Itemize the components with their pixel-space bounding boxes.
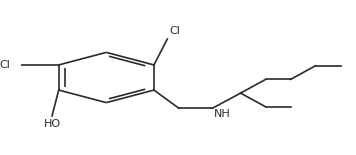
Text: NH: NH bbox=[214, 109, 231, 119]
Text: HO: HO bbox=[43, 119, 61, 129]
Text: Cl: Cl bbox=[169, 26, 180, 36]
Text: Cl: Cl bbox=[0, 60, 10, 70]
